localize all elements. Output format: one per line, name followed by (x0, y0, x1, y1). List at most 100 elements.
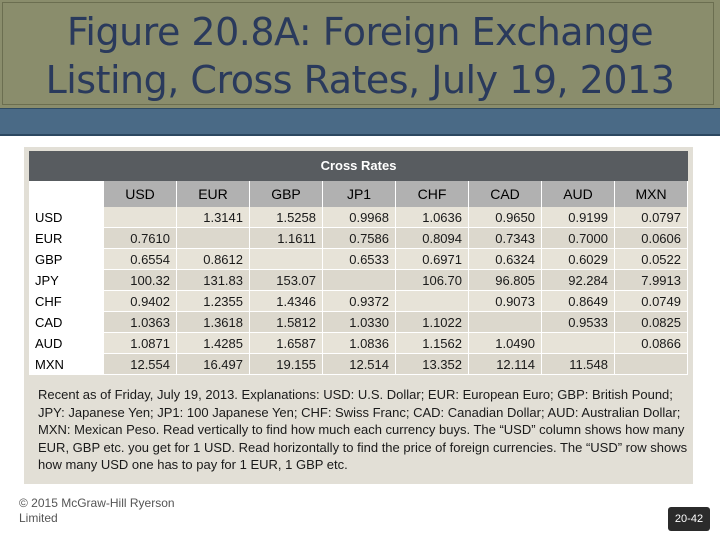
cross-rates-table: USD EUR GBP JP1 CHF CAD AUD MXN USD 1.314… (29, 181, 688, 375)
rate-cell: 1.6587 (249, 332, 323, 354)
rate-cell (395, 290, 469, 312)
table-row: USD 1.3141 1.5258 0.9968 1.0636 0.9650 0.9199 0… (29, 207, 688, 228)
rate-cell: 0.7610 (103, 227, 177, 249)
rate-cell: 0.0825 (614, 311, 688, 333)
rate-cell: 16.497 (176, 353, 250, 375)
rate-cell: 1.1022 (395, 311, 469, 333)
row-header: EUR (29, 227, 104, 249)
column-header: CHF (395, 181, 469, 207)
rate-cell: 1.3141 (176, 207, 250, 228)
rate-cell: 0.6324 (468, 248, 542, 270)
cross-rates-body: USD 1.3141 1.5258 0.9968 1.0636 0.9650 0.9199 0… (29, 207, 688, 375)
row-header: USD (29, 207, 104, 228)
table-row: JPY 100.32 131.83 153.07 106.70 96.805 92.284 7… (29, 269, 688, 291)
table-row: AUD 1.0871 1.4285 1.6587 1.0836 1.1562 1.0490 0… (29, 332, 688, 354)
column-header: AUD (541, 181, 615, 207)
rate-cell: 0.0522 (614, 248, 688, 270)
rate-cell: 1.0363 (103, 311, 177, 333)
rate-cell: 100.32 (103, 269, 177, 291)
column-header: GBP (249, 181, 323, 207)
rate-cell: 0.0797 (614, 207, 688, 228)
copyright-notice: © 2015 McGraw-Hill Ryerson Limited (19, 496, 219, 526)
table-row: EUR 0.7610 1.1611 0.7586 0.8094 0.7343 0.7000 0… (29, 227, 688, 249)
rate-cell: 0.9650 (468, 207, 542, 228)
title-divider-bar (0, 108, 720, 136)
rate-cell: 0.8612 (176, 248, 250, 270)
table-row: MXN 12.554 16.497 19.155 12.514 13.352 12.114 1… (29, 353, 688, 375)
table-row: GBP 0.6554 0.8612 0.6533 0.6971 0.6324 0.6029 0… (29, 248, 688, 270)
title-frame (2, 2, 714, 105)
table-row: CHF 0.9402 1.2355 1.4346 0.9372 0.9073 0.8649 0… (29, 290, 688, 312)
rate-cell: 1.1611 (249, 227, 323, 249)
rate-cell: 0.8094 (395, 227, 469, 249)
slide-title-line-1: Figure 20.8A: Foreign Exchange (66, 10, 654, 54)
row-header: JPY (29, 269, 104, 291)
rate-cell: 13.352 (395, 353, 469, 375)
rate-cell: 1.0871 (103, 332, 177, 354)
rate-cell: 1.1562 (395, 332, 469, 354)
column-header-row: USD EUR GBP JP1 CHF CAD AUD MXN (29, 181, 688, 207)
rate-cell: 19.155 (249, 353, 323, 375)
table-row: CAD 1.0363 1.3618 1.5812 1.0330 1.1022 0.9533 0… (29, 311, 688, 333)
slide-title: Figure 20.8A: Foreign Exchange Listing, … (0, 8, 720, 104)
column-header: JP1 (322, 181, 396, 207)
rate-cell: 12.114 (468, 353, 542, 375)
rate-cell: 153.07 (249, 269, 323, 291)
rate-cell: 0.9533 (541, 311, 615, 333)
title-band: Figure 20.8A: Foreign Exchange Listing, … (0, 0, 720, 108)
rate-cell (249, 248, 323, 270)
rate-cell: 1.4346 (249, 290, 323, 312)
rate-cell (614, 353, 688, 375)
rate-cell: 0.0749 (614, 290, 688, 312)
rate-cell (468, 311, 542, 333)
rate-cell: 0.7000 (541, 227, 615, 249)
rate-cell: 1.0490 (468, 332, 542, 354)
column-header: EUR (176, 181, 250, 207)
rate-cell: 131.83 (176, 269, 250, 291)
copyright-line-1: © 2015 McGraw-Hill Ryerson (19, 496, 175, 510)
column-header: USD (103, 181, 177, 207)
rate-cell: 0.9199 (541, 207, 615, 228)
rate-cell: 1.0330 (322, 311, 396, 333)
row-header: AUD (29, 332, 104, 354)
rate-cell (103, 207, 177, 228)
rate-cell: 0.9073 (468, 290, 542, 312)
column-header: MXN (614, 181, 688, 207)
rate-cell: 96.805 (468, 269, 542, 291)
rate-cell: 1.0636 (395, 207, 469, 228)
rate-cell: 0.6533 (322, 248, 396, 270)
page-number-badge: 20-42 (668, 507, 710, 531)
rate-cell: 0.7343 (468, 227, 542, 249)
rate-cell: 12.514 (322, 353, 396, 375)
row-header: MXN (29, 353, 104, 375)
cross-rates-heading: Cross Rates (29, 151, 688, 181)
rate-cell (176, 227, 250, 249)
rate-cell: 12.554 (103, 353, 177, 375)
rate-cell: 0.6971 (395, 248, 469, 270)
rate-cell: 0.8649 (541, 290, 615, 312)
rate-cell: 11.548 (541, 353, 615, 375)
rate-cell: 7.9913 (614, 269, 688, 291)
rate-cell: 106.70 (395, 269, 469, 291)
rate-cell: 0.6554 (103, 248, 177, 270)
rate-cell: 0.0866 (614, 332, 688, 354)
rate-cell: 1.3618 (176, 311, 250, 333)
rate-cell: 0.6029 (541, 248, 615, 270)
copyright-line-2: Limited (19, 511, 58, 525)
rate-cell: 1.4285 (176, 332, 250, 354)
rate-cell: 0.9968 (322, 207, 396, 228)
rate-cell: 92.284 (541, 269, 615, 291)
rate-cell: 1.5812 (249, 311, 323, 333)
row-header: GBP (29, 248, 104, 270)
corner-cell (29, 181, 104, 207)
rate-cell: 1.0836 (322, 332, 396, 354)
rate-cell: 0.0606 (614, 227, 688, 249)
rate-cell (322, 269, 396, 291)
rate-cell (541, 332, 615, 354)
cross-rates-panel: Cross Rates USD EUR GBP JP1 CHF CAD AUD … (24, 147, 693, 484)
row-header: CHF (29, 290, 104, 312)
rate-cell: 1.5258 (249, 207, 323, 228)
rate-cell: 0.7586 (322, 227, 396, 249)
slide-title-line-2: Listing, Cross Rates, July 19, 2013 (45, 58, 675, 102)
table-notes: Recent as of Friday, July 19, 2013. Expl… (38, 387, 688, 472)
